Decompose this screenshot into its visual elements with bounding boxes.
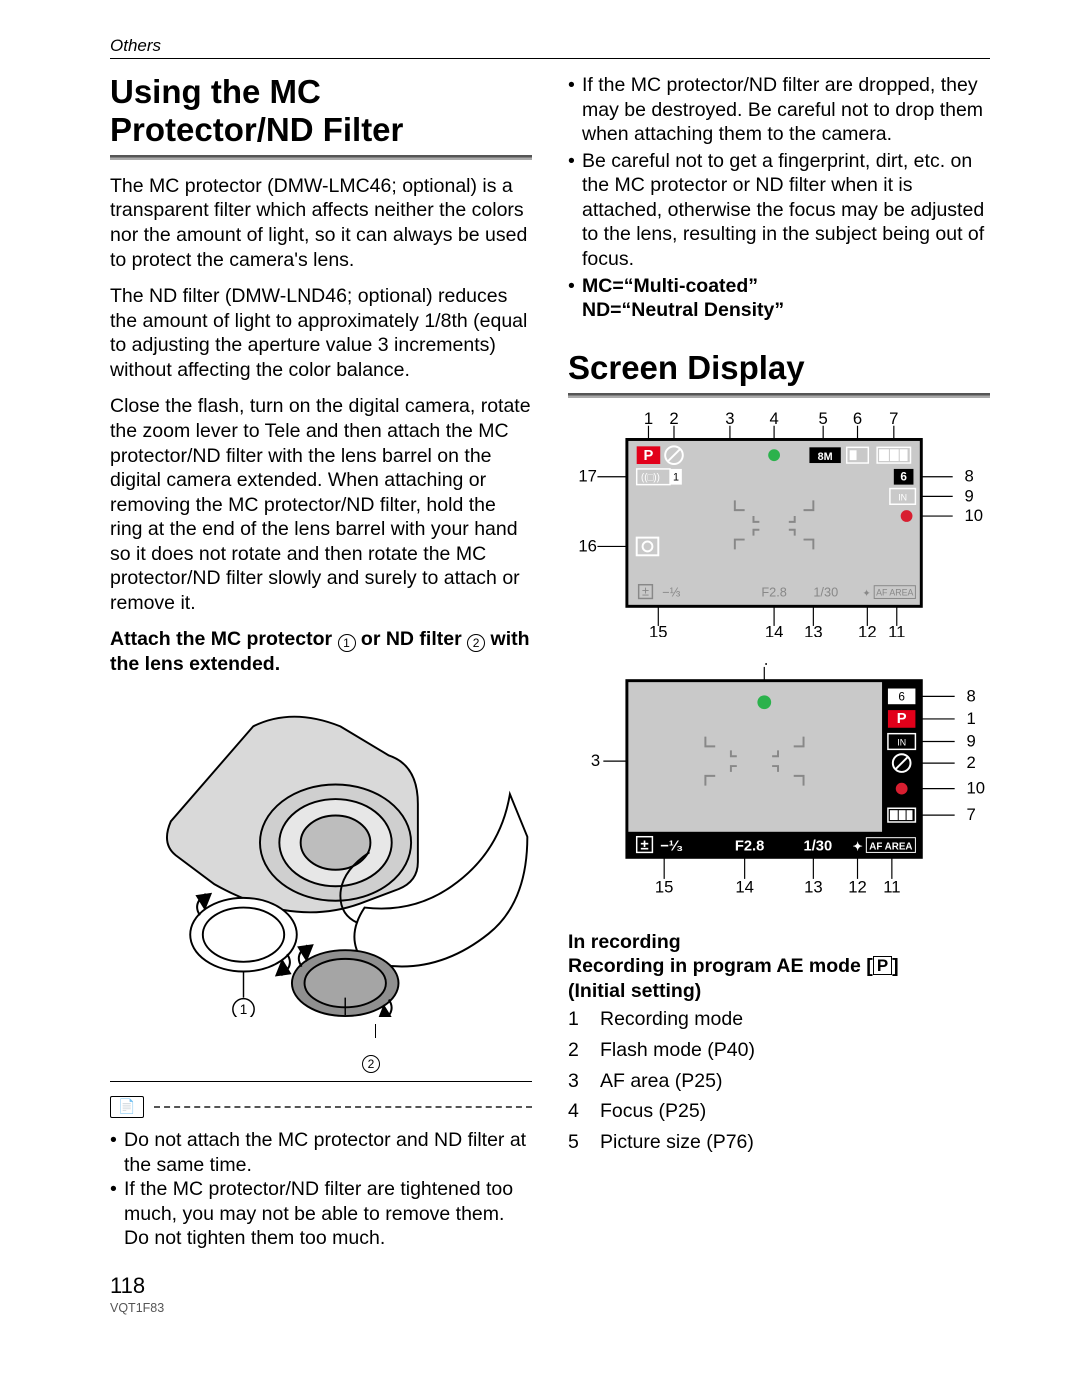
svg-text:AF AREA: AF AREA bbox=[876, 587, 913, 597]
bullet-text: Be careful not to get a fingerprint, dir… bbox=[582, 149, 990, 272]
svg-text:13: 13 bbox=[804, 878, 823, 897]
callout-2: 2 bbox=[362, 1055, 380, 1073]
svg-text:9: 9 bbox=[966, 732, 975, 751]
note-bullet: •Do not attach the MC protector and ND f… bbox=[110, 1128, 532, 1177]
heading-screen-display: Screen Display bbox=[568, 349, 990, 387]
heading-rule bbox=[110, 155, 532, 160]
definitions: MC=“Multi-coated” ND=“Neutral Density” bbox=[582, 274, 990, 323]
svg-text:3: 3 bbox=[725, 412, 734, 428]
svg-text:1: 1 bbox=[673, 471, 679, 483]
svg-text:5: 5 bbox=[819, 412, 828, 428]
svg-text:1/30: 1/30 bbox=[804, 839, 833, 855]
p-mode-icon: P bbox=[873, 956, 892, 975]
document-id: VQT1F83 bbox=[110, 1301, 990, 1315]
svg-text:12: 12 bbox=[848, 878, 867, 897]
note-icon: 📄 bbox=[110, 1096, 144, 1118]
list-item: 2Flash mode (P40) bbox=[568, 1038, 990, 1063]
svg-text:((□)): ((□)) bbox=[641, 472, 660, 483]
svg-text:15: 15 bbox=[655, 878, 674, 897]
svg-text:8: 8 bbox=[966, 687, 975, 706]
divider bbox=[110, 1081, 532, 1082]
list-item: 4Focus (P25) bbox=[568, 1099, 990, 1124]
section-label: Others bbox=[110, 36, 990, 59]
page-number: 118 bbox=[110, 1273, 990, 1299]
screen-display-2: 6 P IN ± −¹⁄₃ bbox=[568, 663, 990, 903]
svg-text:7: 7 bbox=[889, 412, 898, 428]
svg-text:±: ± bbox=[642, 583, 649, 598]
heading-rule bbox=[568, 393, 990, 398]
svg-text:11: 11 bbox=[888, 622, 905, 637]
svg-text:1: 1 bbox=[966, 709, 975, 728]
list-item: 1Recording mode bbox=[568, 1007, 990, 1032]
svg-text:14: 14 bbox=[735, 878, 754, 897]
svg-text:10: 10 bbox=[966, 779, 985, 798]
svg-text:3: 3 bbox=[591, 751, 600, 770]
list-item: 3AF area (P25) bbox=[568, 1069, 990, 1094]
svg-text:13: 13 bbox=[804, 622, 823, 637]
note-divider: 📄 bbox=[110, 1096, 532, 1118]
svg-text:−⅓: −⅓ bbox=[662, 584, 680, 599]
svg-text:10: 10 bbox=[964, 505, 983, 524]
list-heading: In recording Recording in program AE mod… bbox=[568, 930, 990, 1004]
svg-text:8M: 8M bbox=[818, 451, 833, 463]
text: Attach the MC protector bbox=[110, 628, 338, 650]
svg-text:7: 7 bbox=[966, 805, 975, 824]
svg-text:✦: ✦ bbox=[853, 841, 863, 854]
svg-text:AF AREA: AF AREA bbox=[869, 842, 912, 853]
svg-text:12: 12 bbox=[858, 622, 877, 637]
svg-text:17: 17 bbox=[578, 466, 597, 485]
right-column: •If the MC protector/ND filter are dropp… bbox=[568, 73, 990, 1251]
svg-text:14: 14 bbox=[765, 622, 784, 637]
note-bullet: •If the MC protector/ND filter are tight… bbox=[110, 1177, 532, 1251]
attach-instruction: Attach the MC protector 1 or ND filter 2… bbox=[110, 627, 532, 677]
svg-text:✦: ✦ bbox=[862, 588, 870, 599]
svg-text:9: 9 bbox=[964, 486, 973, 505]
manual-page: Others Using the MC Protector/ND Filter … bbox=[0, 0, 1080, 1397]
circled-1-icon: 1 bbox=[338, 634, 356, 652]
svg-text:F2.8: F2.8 bbox=[761, 584, 787, 599]
svg-text:1/30: 1/30 bbox=[813, 584, 838, 599]
svg-text:IN: IN bbox=[897, 738, 906, 748]
left-column: Using the MC Protector/ND Filter The MC … bbox=[110, 73, 532, 1251]
svg-text:4: 4 bbox=[760, 663, 769, 669]
paragraph: The MC protector (DMW-LMC46; optional) i… bbox=[110, 174, 532, 272]
svg-text:1: 1 bbox=[644, 412, 653, 428]
screen-item-list: 1Recording mode 2Flash mode (P40) 3AF ar… bbox=[568, 1007, 990, 1154]
circled-2-icon: 2 bbox=[467, 634, 485, 652]
svg-text:15: 15 bbox=[649, 622, 668, 637]
two-column-layout: Using the MC Protector/ND Filter The MC … bbox=[110, 73, 990, 1251]
svg-text:F2.8: F2.8 bbox=[735, 839, 764, 855]
svg-text:2: 2 bbox=[966, 753, 975, 772]
svg-text:8: 8 bbox=[964, 466, 973, 485]
list-item: 5Picture size (P76) bbox=[568, 1130, 990, 1155]
callout-2-wrap: 2 bbox=[110, 1024, 532, 1074]
svg-text:±: ± bbox=[641, 838, 649, 854]
svg-text:2: 2 bbox=[669, 412, 678, 428]
svg-text:6: 6 bbox=[900, 470, 907, 483]
heading-mc-protector: Using the MC Protector/ND Filter bbox=[110, 73, 532, 149]
svg-text:4: 4 bbox=[769, 412, 778, 428]
svg-text:IN: IN bbox=[898, 492, 907, 502]
svg-text:6: 6 bbox=[853, 412, 862, 428]
svg-text:P: P bbox=[644, 448, 654, 464]
svg-text:−¹⁄₃: −¹⁄₃ bbox=[660, 839, 683, 855]
callout-1: 1 bbox=[240, 1002, 248, 1017]
camera-illustration: 1 bbox=[110, 707, 532, 1017]
paragraph: The ND filter (DMW-LND46; optional) redu… bbox=[110, 284, 532, 382]
paragraph: Close the flash, turn on the digital cam… bbox=[110, 394, 532, 615]
svg-text:16: 16 bbox=[578, 536, 597, 555]
bullet-text: If the MC protector/ND filter are droppe… bbox=[582, 73, 990, 147]
screen-display-1: P 8M ((□)) 1 6 IN bbox=[568, 412, 990, 638]
continuation-bullets: •If the MC protector/ND filter are dropp… bbox=[568, 73, 990, 323]
svg-text:6: 6 bbox=[898, 691, 905, 704]
text: or ND filter bbox=[356, 628, 468, 650]
svg-text:P: P bbox=[897, 711, 907, 727]
svg-text:11: 11 bbox=[883, 878, 900, 897]
